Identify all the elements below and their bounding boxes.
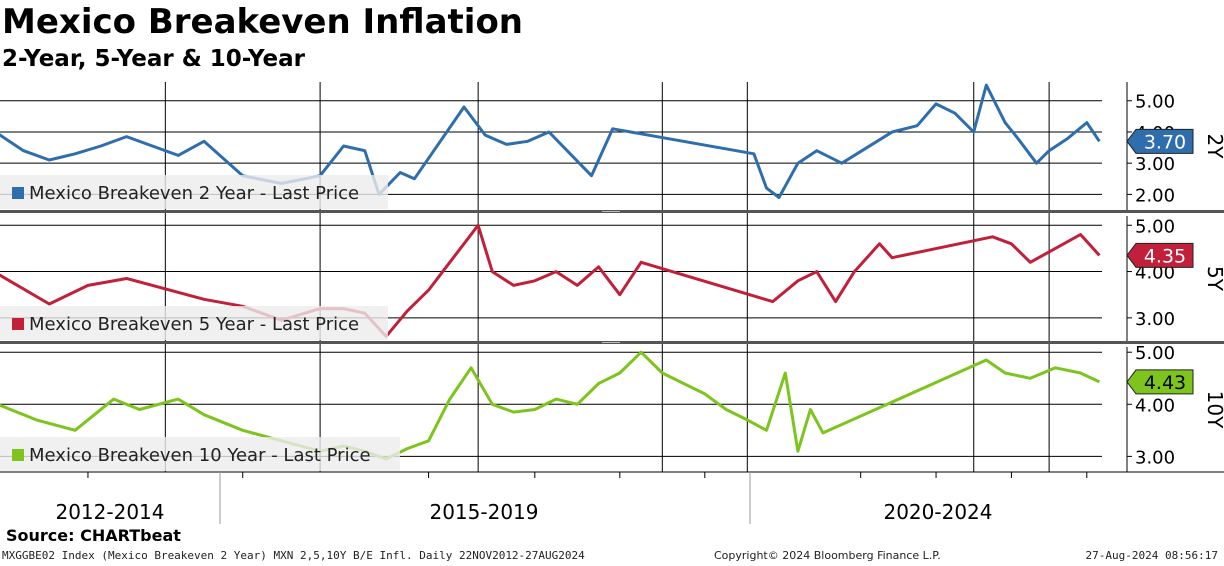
legend-swatch <box>12 318 24 330</box>
y-tick-label: 5.00 <box>1135 343 1175 364</box>
x-period-label: 2012-2014 <box>55 500 164 524</box>
panel-10y: 3.00 4.00 5.00 Mexico Breakeven 10 Year - L… <box>0 343 1224 472</box>
footer-timestamp: 27-Aug-2024 08:56:17 <box>1085 549 1218 562</box>
legend-swatch <box>12 449 24 461</box>
series-line-2y <box>0 83 1101 199</box>
x-period-label: 2020-2024 <box>883 500 992 524</box>
panel-axis-label: 5Y <box>1203 266 1224 292</box>
legend-label: Mexico Breakeven 5 Year - Last Price <box>29 314 359 335</box>
y-tick-label: 5.00 <box>1135 92 1175 113</box>
x-period-label: 2015-2019 <box>429 500 538 524</box>
footer-ticker-info: MXGGBE02 Index (Mexico Breakeven 2 Year)… <box>2 549 585 562</box>
chart-title: Mexico Breakeven Inflation <box>2 2 524 42</box>
y-tick-label: 2.00 <box>1135 185 1175 206</box>
last-value-label: 4.43 <box>1144 372 1186 394</box>
series-line-10y <box>0 350 1101 461</box>
legend-label: Mexico Breakeven 10 Year - Last Price <box>29 445 371 466</box>
grid-layer <box>164 82 1050 472</box>
last-value-tag <box>1126 369 1194 395</box>
legend-box <box>0 175 388 209</box>
last-value-label: 4.35 <box>1144 245 1186 267</box>
y-tick-label: 5.00 <box>1135 216 1175 237</box>
last-value-tag <box>1126 242 1194 268</box>
panel-axis-label: 2Y <box>1203 134 1224 160</box>
separator-handle <box>602 342 620 343</box>
legend-box <box>0 437 400 471</box>
y-tick-label: 3.00 <box>1135 309 1175 330</box>
legend-swatch <box>12 187 24 199</box>
legend-box <box>0 306 388 340</box>
panels-layer: 2.00 3.00 4.00 5.00 Mexico Breakeven 2 Year … <box>0 82 1224 472</box>
legend-label: Mexico Breakeven 2 Year - Last Price <box>29 183 359 204</box>
separator-handle <box>602 211 620 212</box>
y-tick-label: 3.00 <box>1135 154 1175 175</box>
footer-copyright: Copyright© 2024 Bloomberg Finance L.P. <box>714 549 941 562</box>
last-value-tag <box>1126 128 1194 154</box>
x-axis: 2012-2014 2015-2019 2020-2024 <box>0 471 1224 524</box>
chart-subtitle: 2-Year, 5-Year & 10-Year <box>2 46 305 72</box>
last-value-label: 3.70 <box>1144 131 1186 153</box>
y-tick-label: 4.00 <box>1135 395 1175 416</box>
panel-axis-label: 10Y <box>1203 391 1224 429</box>
source-note: Source: CHARTbeat <box>6 526 181 545</box>
y-tick-label: 3.00 <box>1135 447 1175 468</box>
